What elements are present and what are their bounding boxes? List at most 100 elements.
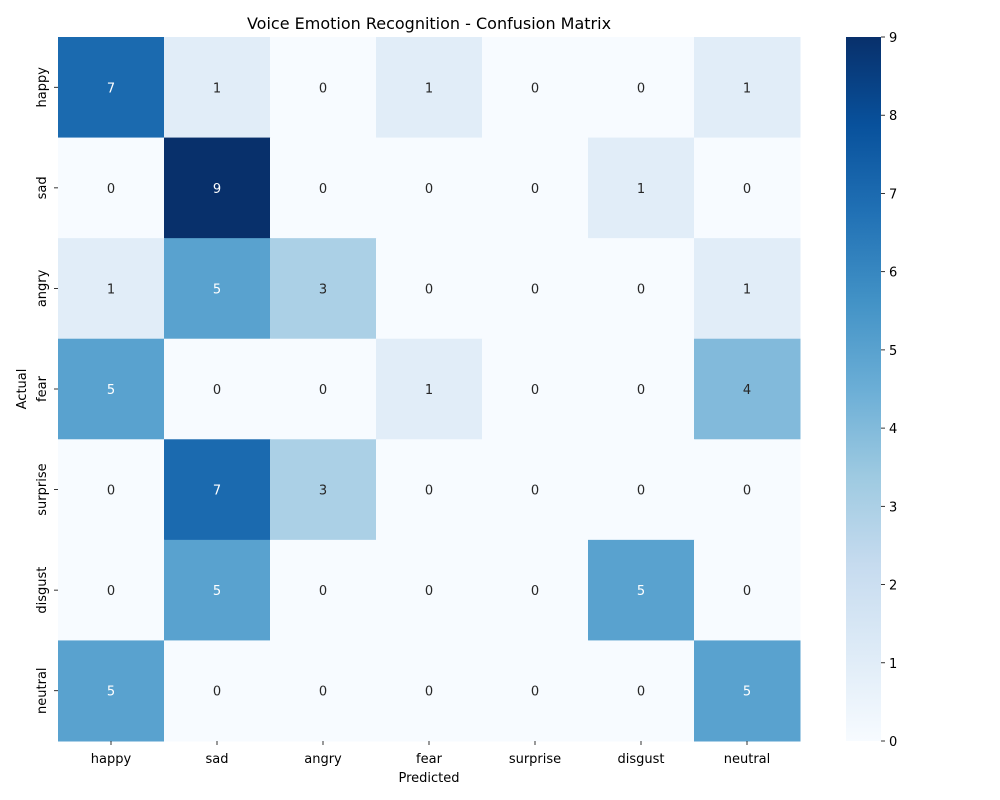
colorbar-tick-label: 5 xyxy=(889,344,897,359)
colorbar xyxy=(846,37,881,741)
cell-value-label: 7 xyxy=(213,484,221,499)
cell-value-label: 0 xyxy=(425,182,433,197)
heatmap-cell xyxy=(694,539,801,641)
colorbar-tick-label: 3 xyxy=(889,500,897,515)
cell-value-label: 0 xyxy=(531,282,539,297)
x-tick-label: surprise xyxy=(509,752,561,767)
y-tick-label: happy xyxy=(35,67,50,108)
cell-value-label: 1 xyxy=(637,182,645,197)
heatmap-cell xyxy=(482,640,589,742)
heatmap-cell xyxy=(482,238,589,340)
cell-value-label: 5 xyxy=(637,584,645,599)
cell-value-label: 1 xyxy=(743,282,751,297)
cell-value-label: 0 xyxy=(319,182,327,197)
heatmap-cell xyxy=(58,37,165,139)
heatmap-cell xyxy=(164,539,271,641)
colorbar-tick-label: 0 xyxy=(889,735,897,750)
cell-value-label: 5 xyxy=(107,383,115,398)
cell-value-label: 5 xyxy=(213,282,221,297)
cell-value-label: 5 xyxy=(213,584,221,599)
cell-value-label: 0 xyxy=(743,584,751,599)
heatmap-cell xyxy=(376,640,483,742)
heatmap-cell xyxy=(694,640,801,742)
cell-value-label: 0 xyxy=(531,584,539,599)
cell-value-label: 0 xyxy=(425,584,433,599)
cell-value-label: 3 xyxy=(319,282,327,297)
colorbar-tick-label: 8 xyxy=(889,109,897,124)
heatmap-cell xyxy=(694,338,801,440)
y-tick-label: fear xyxy=(35,375,50,402)
heatmap-cell xyxy=(694,137,801,239)
heatmap-cell xyxy=(694,37,801,139)
heatmap-cell xyxy=(58,137,165,239)
cell-value-label: 9 xyxy=(213,182,221,197)
heatmap-cell xyxy=(164,338,271,440)
cell-value-label: 5 xyxy=(107,685,115,700)
cell-value-label: 0 xyxy=(319,383,327,398)
cell-value-label: 0 xyxy=(743,484,751,499)
colorbar-tick-label: 7 xyxy=(889,187,897,202)
heatmap-cell xyxy=(164,238,271,340)
cell-value-label: 7 xyxy=(107,81,115,96)
chart-title: Voice Emotion Recognition - Confusion Ma… xyxy=(247,14,611,33)
cell-value-label: 1 xyxy=(213,81,221,96)
cell-value-label: 1 xyxy=(107,282,115,297)
heatmap-cell xyxy=(694,238,801,340)
heatmap-cell xyxy=(588,640,695,742)
cell-value-label: 3 xyxy=(319,484,327,499)
cell-value-label: 0 xyxy=(531,685,539,700)
colorbar-tick-label: 1 xyxy=(889,657,897,672)
heatmap-cell xyxy=(482,37,589,139)
x-tick-label: happy xyxy=(91,752,132,767)
cell-value-label: 0 xyxy=(213,383,221,398)
y-axis-label: Actual xyxy=(15,369,30,410)
cell-value-label: 0 xyxy=(107,484,115,499)
y-axis-ticks: happy sad angry fear surprise disgust neutral xyxy=(35,67,58,714)
heatmap-cell xyxy=(270,137,377,239)
heatmap-cell xyxy=(376,539,483,641)
x-tick-label: disgust xyxy=(618,752,665,767)
y-tick-label: sad xyxy=(35,176,50,199)
heatmap-cell xyxy=(58,238,165,340)
heatmap-cell xyxy=(694,439,801,541)
cell-value-label: 1 xyxy=(743,81,751,96)
heatmap-cell xyxy=(588,238,695,340)
x-tick-label: neutral xyxy=(724,752,771,767)
heatmap-cell xyxy=(58,640,165,742)
y-tick-label: angry xyxy=(35,269,50,307)
heatmap-cell xyxy=(164,640,271,742)
heatmap-cell xyxy=(270,37,377,139)
cell-value-label: 0 xyxy=(107,182,115,197)
y-tick-label: disgust xyxy=(35,567,50,614)
heatmap-cell xyxy=(270,439,377,541)
heatmap-cell xyxy=(164,439,271,541)
y-tick-label: surprise xyxy=(35,463,50,515)
cell-value-label: 0 xyxy=(531,484,539,499)
x-tick-label: angry xyxy=(304,752,342,767)
heatmap-cell xyxy=(376,37,483,139)
cell-value-label: 0 xyxy=(637,383,645,398)
x-tick-label: sad xyxy=(206,752,229,767)
heatmap-cell xyxy=(588,137,695,239)
cell-value-label: 0 xyxy=(531,81,539,96)
heatmap-cell xyxy=(270,640,377,742)
heatmap-cell xyxy=(588,539,695,641)
heatmap-cell xyxy=(164,137,271,239)
cell-value-label: 0 xyxy=(425,282,433,297)
heatmap-cell xyxy=(482,439,589,541)
colorbar-ticks: 0 1 2 3 4 5 6 7 8 9 xyxy=(881,31,897,750)
cell-value-label: 0 xyxy=(743,182,751,197)
heatmap-cell xyxy=(270,338,377,440)
heatmap-cell xyxy=(482,539,589,641)
heatmap-cell xyxy=(58,338,165,440)
cell-value-label: 0 xyxy=(107,584,115,599)
heatmap-cell xyxy=(270,539,377,641)
cell-value-label: 0 xyxy=(319,685,327,700)
x-tick-label: fear xyxy=(416,752,443,767)
cell-value-label: 0 xyxy=(425,685,433,700)
cell-value-label: 0 xyxy=(319,584,327,599)
heatmap-cell xyxy=(588,439,695,541)
cell-value-label: 0 xyxy=(213,685,221,700)
cell-value-label: 0 xyxy=(637,484,645,499)
